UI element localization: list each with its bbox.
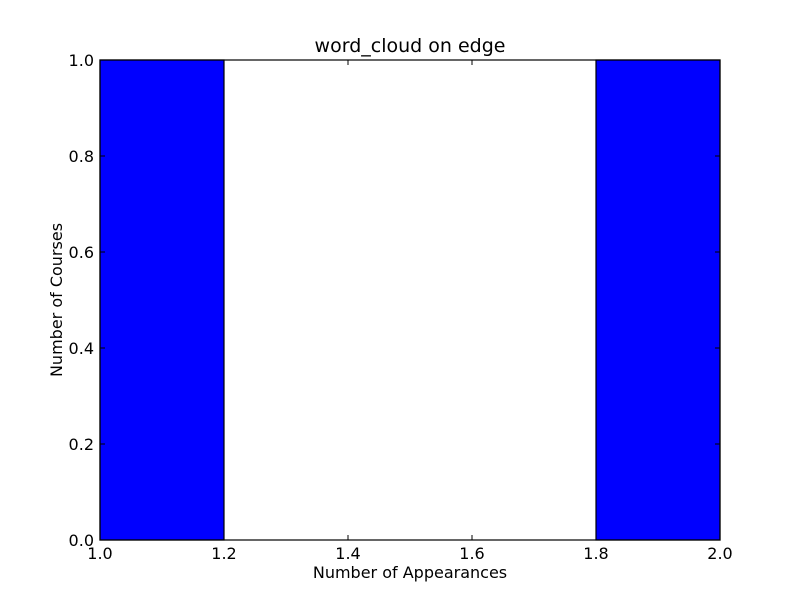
- x-tick-label: 1.4: [335, 544, 360, 563]
- x-tick-label: 1.0: [87, 544, 112, 563]
- histogram-bar: [99, 59, 225, 541]
- x-tick-label: 1.6: [459, 544, 484, 563]
- y-tick-label: 0.6: [69, 243, 94, 262]
- bars-layer: [99, 59, 721, 541]
- x-tick-label: 1.2: [211, 544, 236, 563]
- y-axis-label: Number of Courses: [47, 223, 66, 377]
- y-tick-label: 0.0: [69, 531, 94, 550]
- x-tick-label: 2.0: [707, 544, 732, 563]
- plot-frame: [99, 59, 721, 541]
- ticks-layer: 1.0 1.2 1.4 1.6 1.8 2.0 0.0 0.2 0.4 0.6 0.8 1.0: [69, 51, 733, 563]
- y-tick-label: 0.8: [69, 147, 94, 166]
- chart-title: word_cloud on edge: [315, 35, 506, 57]
- x-tick-label: 1.8: [583, 544, 608, 563]
- x-axis-label: Number of Appearances: [313, 563, 507, 582]
- histogram-bar: [595, 59, 721, 541]
- y-tick-label: 0.2: [69, 435, 94, 454]
- y-tick-label: 0.4: [69, 339, 94, 358]
- y-tick-label: 1.0: [69, 51, 94, 70]
